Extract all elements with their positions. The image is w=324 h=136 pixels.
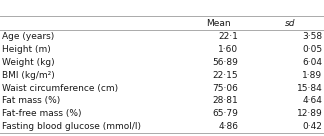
Text: Fat-free mass (%): Fat-free mass (%): [2, 109, 81, 118]
Text: BMI (kg/m²): BMI (kg/m²): [2, 71, 54, 80]
Text: 1·89: 1·89: [302, 71, 322, 80]
Text: Waist circumference (cm): Waist circumference (cm): [2, 84, 118, 93]
Text: 28·81: 28·81: [213, 96, 238, 106]
Text: 22·1: 22·1: [218, 32, 238, 41]
Text: Height (m): Height (m): [2, 45, 50, 54]
Text: sd: sd: [285, 19, 295, 28]
Text: Age (years): Age (years): [2, 32, 54, 41]
Text: 4·64: 4·64: [303, 96, 322, 106]
Text: 15·84: 15·84: [297, 84, 322, 93]
Text: Mean: Mean: [206, 19, 231, 28]
Text: 75·06: 75·06: [212, 84, 238, 93]
Text: Weight (kg): Weight (kg): [2, 58, 54, 67]
Text: 0·05: 0·05: [302, 45, 322, 54]
Text: 56·89: 56·89: [212, 58, 238, 67]
Text: 0·42: 0·42: [303, 122, 322, 131]
Text: Fat mass (%): Fat mass (%): [2, 96, 60, 106]
Text: 4·86: 4·86: [218, 122, 238, 131]
Text: Fasting blood glucose (mmol/l): Fasting blood glucose (mmol/l): [2, 122, 141, 131]
Text: 6·04: 6·04: [302, 58, 322, 67]
Text: 65·79: 65·79: [212, 109, 238, 118]
Text: 22·15: 22·15: [213, 71, 238, 80]
Text: 3·58: 3·58: [302, 32, 322, 41]
Text: 12·89: 12·89: [297, 109, 322, 118]
Text: 1·60: 1·60: [218, 45, 238, 54]
